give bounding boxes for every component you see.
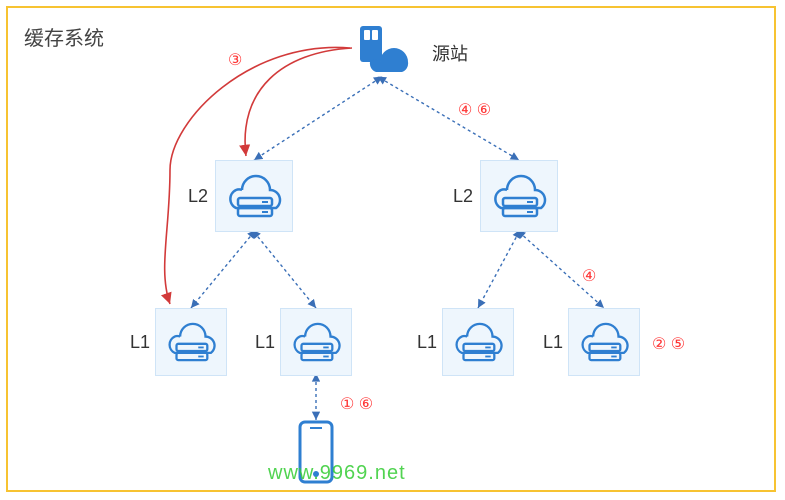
l2-node bbox=[215, 160, 293, 232]
watermark: www.9969.net bbox=[268, 462, 406, 485]
l1-label: L1 bbox=[543, 332, 563, 353]
l1-node bbox=[442, 308, 514, 376]
step-2-5: ② ⑤ bbox=[652, 334, 685, 354]
l2-label: L2 bbox=[453, 186, 473, 207]
step-3: ③ bbox=[228, 50, 242, 70]
l1-node bbox=[280, 308, 352, 376]
diagram-title: 缓存系统 bbox=[24, 22, 104, 51]
l1-label: L1 bbox=[255, 332, 275, 353]
step-4-6: ④ ⑥ bbox=[458, 100, 491, 120]
diagram-frame bbox=[6, 6, 776, 492]
origin-icon bbox=[350, 22, 414, 74]
step-4: ④ bbox=[582, 266, 596, 286]
l1-label: L1 bbox=[130, 332, 150, 353]
origin-label: 源站 bbox=[432, 40, 468, 66]
l1-label: L1 bbox=[417, 332, 437, 353]
l1-node bbox=[155, 308, 227, 376]
l2-label: L2 bbox=[188, 186, 208, 207]
step-1-6: ① ⑥ bbox=[340, 394, 373, 414]
l2-node bbox=[480, 160, 558, 232]
origin-node bbox=[350, 22, 414, 74]
l1-node bbox=[568, 308, 640, 376]
